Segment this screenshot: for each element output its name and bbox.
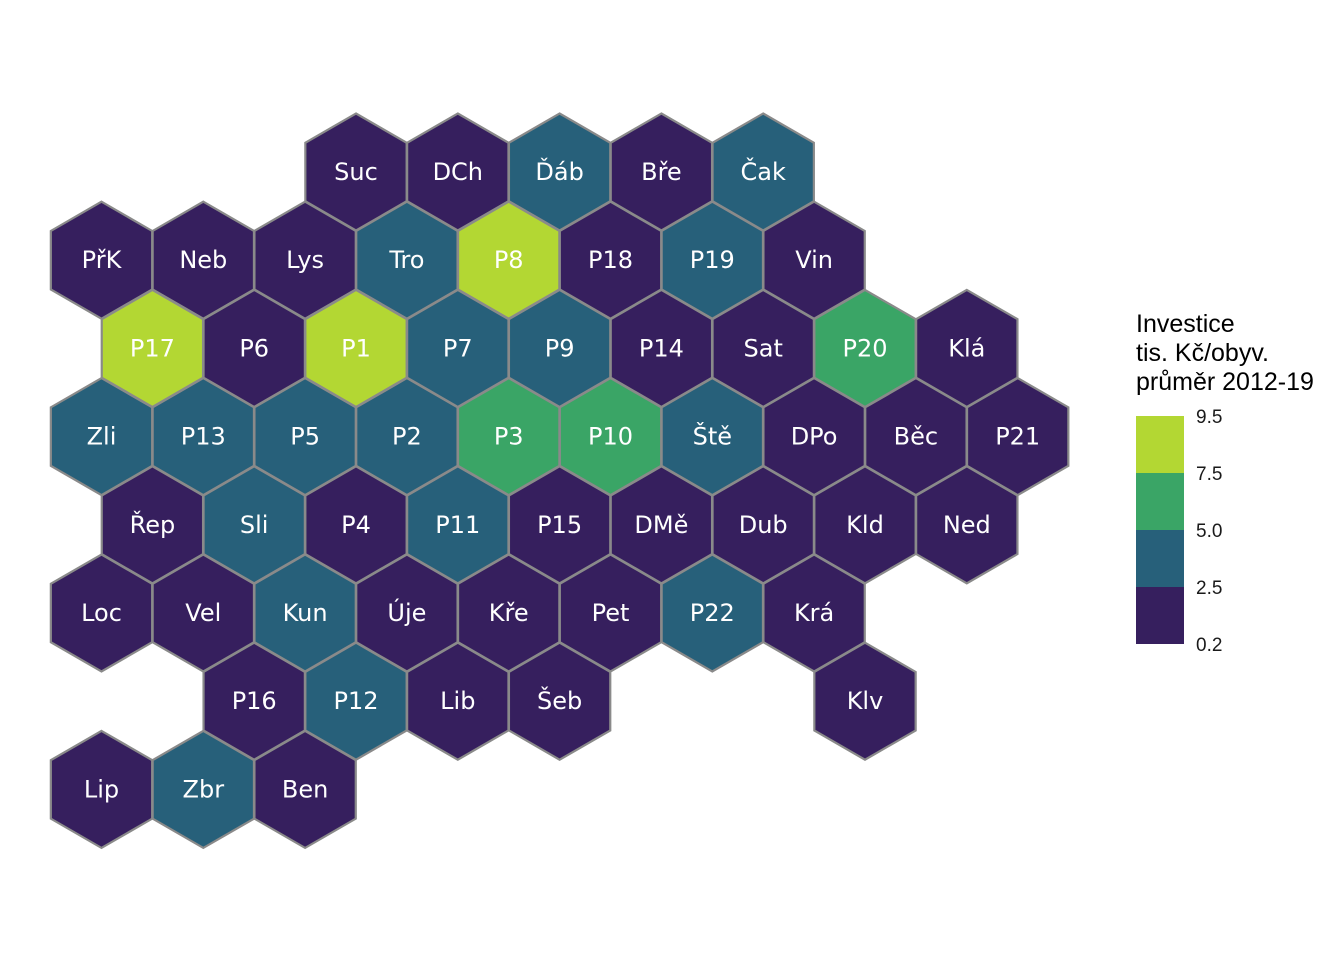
legend-swatch-high <box>1136 416 1184 473</box>
district-label: DMě <box>634 511 688 539</box>
district-label: Krá <box>794 599 834 627</box>
district-label: Čak <box>741 156 786 186</box>
legend-tick: 5.0 <box>1196 521 1223 542</box>
district-label: P9 <box>545 334 575 362</box>
district-label: P21 <box>995 423 1040 451</box>
district-label: P3 <box>494 423 524 451</box>
district-label: Loc <box>81 599 122 627</box>
district-label: Ště <box>693 421 732 451</box>
district-label: Tro <box>388 246 424 274</box>
district-label: P20 <box>842 334 887 362</box>
district-label: P13 <box>181 423 226 451</box>
district-tile-Ned <box>915 465 1019 585</box>
district-label: Neb <box>179 246 227 274</box>
district-label: Suc <box>334 158 378 186</box>
district-label: P4 <box>341 511 371 539</box>
district-label: P18 <box>588 246 633 274</box>
district-label: Sli <box>240 511 269 539</box>
legend-swatch-mid-high <box>1136 473 1184 530</box>
district-label: Kun <box>283 599 328 627</box>
district-label: Kld <box>846 511 884 539</box>
district-label: Lip <box>84 775 119 803</box>
legend-tick: 2.5 <box>1196 578 1223 599</box>
district-label: Vin <box>795 246 833 274</box>
legend-tick: 9.5 <box>1196 407 1223 428</box>
legend-title-line-1: Investice <box>1136 310 1235 338</box>
district-label: DPo <box>791 423 838 451</box>
district-label: Pet <box>592 599 630 627</box>
district-label: P8 <box>494 246 524 274</box>
legend-title-line-2: tis. Kč/obyv. <box>1136 339 1269 367</box>
district-label: P2 <box>392 423 422 451</box>
district-label: P22 <box>690 599 735 627</box>
district-label: P17 <box>130 334 175 362</box>
district-label: Dub <box>739 511 788 539</box>
district-tile-Klv <box>813 641 917 761</box>
legend: Investice tis. Kč/obyv. průměr 2012-19 9… <box>1136 310 1344 670</box>
district-label: Vel <box>185 599 221 627</box>
district-label: P5 <box>290 423 320 451</box>
district-label: Bře <box>641 158 682 186</box>
district-label: Lys <box>286 246 324 274</box>
district-label: Klv <box>847 687 884 715</box>
legend-tick: 0.2 <box>1196 635 1223 656</box>
district-label: P19 <box>690 246 735 274</box>
legend-swatch-mid-low <box>1136 530 1184 587</box>
district-label: Ben <box>282 775 328 803</box>
district-label: P16 <box>232 687 277 715</box>
district-label: P10 <box>588 423 633 451</box>
district-tile-Ben <box>253 729 357 850</box>
district-label: P12 <box>333 687 378 715</box>
legend-title-line-3: průměr 2012-19 <box>1136 368 1314 396</box>
district-label: Lib <box>440 687 475 715</box>
district-tile-Šeb <box>507 641 612 761</box>
district-label: PřK <box>82 246 123 274</box>
district-label: P7 <box>443 334 473 362</box>
district-label: P6 <box>239 334 269 362</box>
district-label: P1 <box>341 334 371 362</box>
district-label: Ďáb <box>535 157 583 186</box>
district-label: Úje <box>387 597 426 627</box>
legend-title: Investice tis. Kč/obyv. průměr 2012-19 <box>1136 310 1314 397</box>
legend-tick: 7.5 <box>1196 464 1223 485</box>
district-label: Řep <box>130 510 176 539</box>
district-label: Ned <box>943 511 991 539</box>
district-label: Zbr <box>183 775 225 803</box>
district-label: Klá <box>948 334 985 362</box>
district-label: Šeb <box>537 685 582 715</box>
district-label: Kře <box>489 599 529 627</box>
district-label: P15 <box>537 511 582 539</box>
legend-swatch-low <box>1136 587 1184 644</box>
district-label: DCh <box>433 158 483 186</box>
district-label: Sat <box>744 334 783 362</box>
district-label: Běc <box>894 423 938 451</box>
district-label: P11 <box>435 511 480 539</box>
district-label: Zli <box>87 423 117 451</box>
district-label: P14 <box>639 334 684 362</box>
